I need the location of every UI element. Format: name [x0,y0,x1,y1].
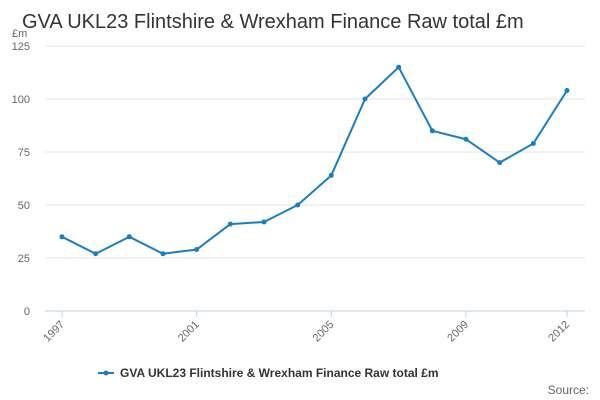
data-point[interactable] [160,251,166,257]
data-point[interactable] [463,136,469,142]
data-point[interactable] [194,247,200,253]
legend-swatch-marker [103,370,109,376]
source-label: Source: [548,383,589,397]
data-point[interactable] [126,234,132,240]
y-tick-label: 50 [18,200,30,212]
data-point[interactable] [564,88,570,94]
x-tick-label: 2009 [445,319,471,345]
data-point[interactable] [530,141,536,147]
x-tick-label: 1997 [41,319,67,345]
y-tick-label: 75 [18,147,30,159]
data-point[interactable] [497,160,503,166]
data-point[interactable] [261,219,267,225]
series-layer [59,64,570,257]
data-point[interactable] [396,64,402,70]
x-tick-label: 2012 [546,319,572,345]
legend: GVA UKL23 Flintshire & Wrexham Finance R… [98,366,439,380]
y-axis-ticks: 0 25 50 75 100 125 [12,41,30,318]
data-point[interactable] [227,221,233,227]
y-tick-label: 0 [24,306,30,318]
series-line [61,66,568,255]
legend-label: GVA UKL23 Flintshire & Wrexham Finance R… [120,366,439,380]
data-point[interactable] [328,172,334,178]
data-point[interactable] [429,128,435,134]
x-tick-label: 2005 [311,319,337,345]
x-axis-ticks: 1997 2001 2005 2009 2012 [41,311,572,344]
data-point[interactable] [295,202,301,208]
gridlines [45,45,585,312]
data-point[interactable] [93,251,99,257]
x-tick-label: 2001 [176,319,202,345]
chart-title: GVA UKL23 Flintshire & Wrexham Finance R… [22,11,524,33]
y-tick-label: 100 [12,94,30,106]
y-tick-label: 125 [12,41,30,53]
data-point[interactable] [59,234,65,240]
y-tick-label: 25 [18,253,30,265]
data-point[interactable] [362,96,368,102]
y-axis-unit: £m [12,28,27,40]
